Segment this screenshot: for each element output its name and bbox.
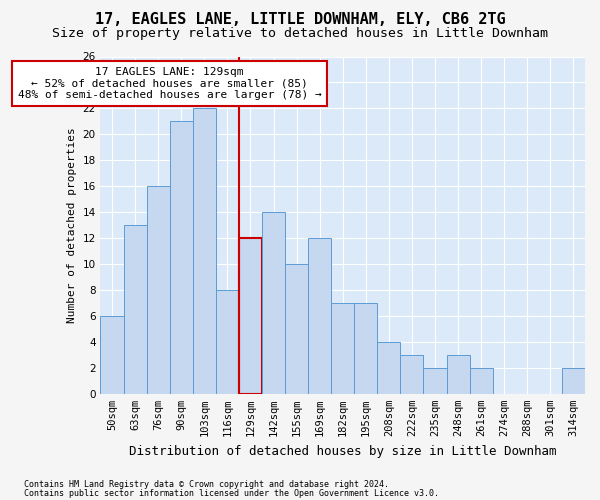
Bar [308,238,331,394]
Bar [446,355,470,394]
Bar [216,290,239,394]
Bar [124,225,146,394]
Bar [470,368,493,394]
Bar [424,368,446,394]
Bar [285,264,308,394]
Y-axis label: Number of detached properties: Number of detached properties [67,128,77,323]
Text: Size of property relative to detached houses in Little Downham: Size of property relative to detached ho… [52,28,548,40]
Bar [100,316,124,394]
Bar [354,303,377,394]
Text: 17, EAGLES LANE, LITTLE DOWNHAM, ELY, CB6 2TG: 17, EAGLES LANE, LITTLE DOWNHAM, ELY, CB… [95,12,505,28]
Bar [193,108,216,394]
Bar [562,368,585,394]
Bar [239,238,262,394]
X-axis label: Distribution of detached houses by size in Little Downham: Distribution of detached houses by size … [129,444,556,458]
Bar [262,212,285,394]
Bar [331,303,354,394]
Text: 17 EAGLES LANE: 129sqm
← 52% of detached houses are smaller (85)
48% of semi-det: 17 EAGLES LANE: 129sqm ← 52% of detached… [18,67,322,100]
Text: Contains HM Land Registry data © Crown copyright and database right 2024.: Contains HM Land Registry data © Crown c… [24,480,389,489]
Bar [146,186,170,394]
Bar [400,355,424,394]
Bar [170,122,193,394]
Text: Contains public sector information licensed under the Open Government Licence v3: Contains public sector information licen… [24,488,439,498]
Bar [377,342,400,394]
